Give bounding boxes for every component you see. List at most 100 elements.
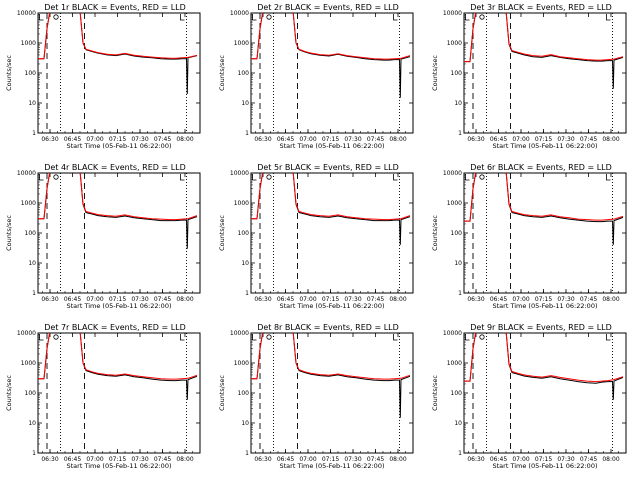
y-tick-label: 1000 (21, 40, 36, 47)
y-tick-label: 10 (241, 420, 249, 427)
events-series-line (38, 173, 198, 249)
x-axis-title: Start Time (05-Feb-11 06:22:00) (280, 462, 385, 470)
interval-bracket-end (393, 174, 398, 181)
plot-frame (250, 12, 414, 134)
series-group (464, 13, 624, 89)
y-tick-label: 10 (241, 100, 249, 107)
interval-bracket-start (39, 174, 44, 181)
panel-title: Det 3r BLACK = Events, RED = LLD (470, 3, 612, 12)
interval-bracket-start (465, 334, 470, 341)
y-tick-label: 1 (458, 130, 462, 137)
lld-series-line (464, 173, 624, 222)
x-tick-label: 07:15 (535, 296, 552, 303)
x-tick-label: 07:00 (86, 296, 103, 303)
y-tick-label: 10 (454, 420, 462, 427)
plot-frame (37, 12, 201, 134)
x-tick-label: 08:00 (602, 136, 619, 143)
y-tick-label: 10000 (17, 330, 36, 337)
panel-det-5: Det 5r BLACK = Events, RED = LLD 06:30 06:… (218, 163, 414, 310)
x-tick-label: 07:30 (131, 136, 148, 143)
x-tick-label: 08:00 (176, 296, 193, 303)
x-tick-label: 07:00 (299, 296, 316, 303)
interval-bracket-start (465, 14, 470, 21)
series-group (38, 173, 198, 249)
interval-circle-marker (479, 334, 485, 340)
interval-bracket-end (606, 334, 611, 341)
panel-det-9: Det 9r BLACK = Events, RED = LLD 06:30 06:… (431, 323, 627, 470)
x-tick-label: 07:15 (322, 136, 339, 143)
panel-title: Det 4r BLACK = Events, RED = LLD (44, 163, 186, 172)
y-tick-label: 1000 (447, 200, 462, 207)
x-tick-label: 06:30 (41, 456, 58, 463)
x-tick-label: 07:45 (580, 456, 597, 463)
plot-frame (463, 12, 627, 134)
x-tick-label: 08:00 (389, 136, 406, 143)
interval-circle-marker (479, 174, 485, 180)
lld-series-line (251, 173, 411, 221)
x-axis-title: Start Time (05-Feb-11 06:22:00) (67, 142, 172, 150)
interval-bracket-start (252, 174, 257, 181)
y-tick-label: 1 (32, 130, 36, 137)
y-axis-title: Counts/sec (218, 375, 226, 411)
panel-det-4: Det 4r BLACK = Events, RED = LLD 06:30 06:… (5, 163, 201, 310)
y-tick-label: 1 (245, 130, 249, 137)
x-tick-label: 07:15 (322, 296, 339, 303)
x-tick-label: 07:00 (86, 136, 103, 143)
x-tick-label: 07:30 (131, 456, 148, 463)
x-axis-title: Start Time (05-Feb-11 06:22:00) (493, 302, 598, 310)
interval-bracket-start (252, 334, 257, 341)
y-tick-label: 10 (454, 100, 462, 107)
x-tick-label: 06:45 (277, 296, 294, 303)
y-tick-label: 100 (451, 390, 463, 397)
interval-circle-marker (266, 174, 272, 180)
x-tick-label: 06:45 (490, 136, 507, 143)
y-axis-title: Counts/sec (5, 55, 13, 91)
interval-bracket-start (39, 334, 44, 341)
plot-frame (250, 332, 414, 454)
y-tick-label: 10000 (443, 330, 462, 337)
interval-bracket-start (252, 14, 257, 21)
lld-series-line (38, 13, 198, 60)
interval-circle-marker (266, 14, 272, 20)
y-tick-label: 10000 (443, 10, 462, 17)
plot-frame (37, 332, 201, 454)
series-group (251, 13, 411, 98)
x-tick-label: 08:00 (389, 296, 406, 303)
y-tick-label: 1000 (234, 200, 249, 207)
series-group (38, 13, 198, 95)
y-tick-label: 10 (28, 100, 36, 107)
x-tick-label: 07:00 (512, 136, 529, 143)
x-tick-label: 07:15 (109, 136, 126, 143)
plot-frame (37, 172, 201, 294)
panel-title: Det 1r BLACK = Events, RED = LLD (44, 3, 186, 12)
y-tick-label: 10000 (230, 330, 249, 337)
x-tick-label: 08:00 (602, 296, 619, 303)
x-tick-label: 06:45 (64, 296, 81, 303)
y-tick-label: 100 (238, 390, 250, 397)
x-tick-label: 07:00 (299, 136, 316, 143)
x-tick-label: 07:00 (512, 456, 529, 463)
lld-series-line (464, 333, 624, 383)
lld-series-line (38, 333, 198, 380)
y-tick-label: 1 (245, 290, 249, 297)
x-tick-label: 08:00 (176, 136, 193, 143)
interval-bracket-start (465, 174, 470, 181)
x-axis-title: Start Time (05-Feb-11 06:22:00) (67, 462, 172, 470)
y-tick-label: 1 (458, 290, 462, 297)
y-axis-title: Counts/sec (5, 375, 13, 411)
y-axis-title: Counts/sec (431, 375, 439, 411)
y-tick-label: 1 (458, 450, 462, 457)
interval-bracket-start (39, 14, 44, 21)
x-tick-label: 07:45 (154, 456, 171, 463)
x-tick-label: 07:00 (299, 456, 316, 463)
y-tick-label: 1 (32, 290, 36, 297)
y-tick-label: 100 (25, 230, 37, 237)
y-tick-label: 10 (454, 260, 462, 267)
y-tick-label: 10 (28, 420, 36, 427)
panel-title: Det 9r BLACK = Events, RED = LLD (470, 323, 612, 332)
y-tick-label: 10 (241, 260, 249, 267)
y-axis-title: Counts/sec (5, 215, 13, 251)
x-tick-label: 07:00 (86, 456, 103, 463)
x-tick-label: 06:45 (64, 136, 81, 143)
